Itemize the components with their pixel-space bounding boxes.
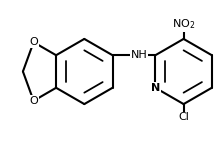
Text: N: N — [151, 83, 160, 93]
Text: O: O — [29, 96, 38, 106]
Text: O: O — [29, 37, 38, 47]
Text: Cl: Cl — [178, 112, 189, 122]
Text: NH: NH — [131, 50, 148, 60]
Text: NO$_2$: NO$_2$ — [172, 17, 195, 31]
